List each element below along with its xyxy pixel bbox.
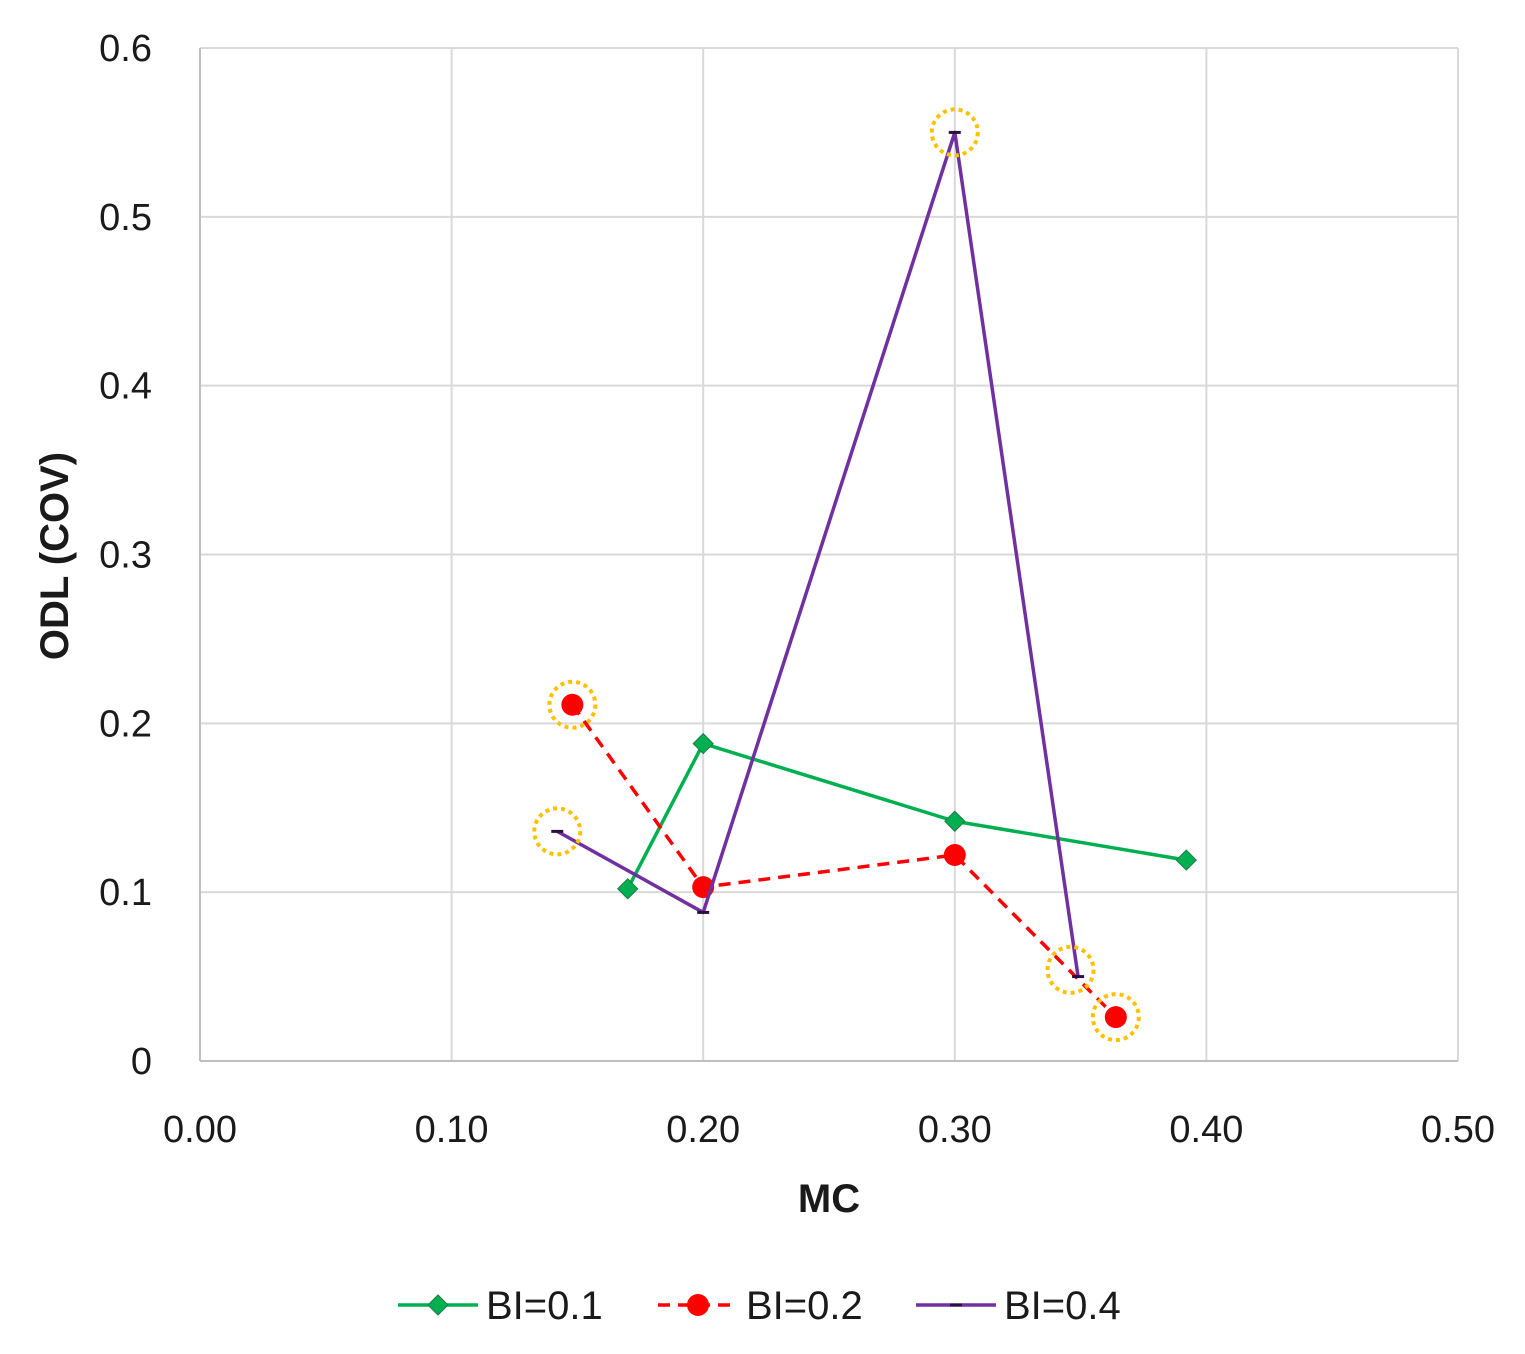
series-line <box>570 703 1118 1019</box>
x-tick-label: 0.40 <box>1169 1109 1243 1151</box>
highlight-ring <box>1045 944 1096 995</box>
legend-label: BI=0.4 <box>1004 1284 1121 1328</box>
legend: BI=0.1 BI=0.2 BI=0.4 <box>398 1284 1121 1328</box>
highlight-ring <box>929 107 980 158</box>
series-line <box>556 130 1080 977</box>
axes <box>199 48 1458 1062</box>
y-tick-label: 0.4 <box>99 366 152 408</box>
series-layer <box>551 130 1197 1029</box>
data-point <box>1104 1006 1127 1029</box>
data-point <box>944 810 966 832</box>
grid <box>200 47 1459 1061</box>
highlight-ring <box>547 679 598 730</box>
series-3 <box>551 130 1085 979</box>
legend-item: BI=0.2 <box>658 1284 863 1328</box>
x-tick-label: 0.10 <box>415 1109 489 1151</box>
x-tick-label: 0.30 <box>918 1109 992 1151</box>
series-1 <box>617 732 1197 900</box>
data-point <box>561 693 584 716</box>
y-tick-label: 0.3 <box>99 535 152 577</box>
legend-item: BI=0.4 <box>916 1284 1121 1328</box>
x-tick-label: 0.00 <box>163 1109 237 1151</box>
series-line <box>626 741 1187 890</box>
y-tick-label: 0.6 <box>99 28 152 70</box>
x-tick-label: 0.20 <box>666 1109 740 1151</box>
y-tick-label: 0.1 <box>99 872 152 914</box>
legend-marker <box>687 1294 709 1316</box>
data-point <box>617 878 639 900</box>
legend-label: BI=0.1 <box>486 1284 603 1328</box>
tick-labels: 0.00 0.10 0.20 0.30 0.40 0.50 0 0.1 0.2 0.3 0.4 0.5… <box>99 28 1495 1151</box>
highlight-layer <box>532 107 1141 1043</box>
x-tick-label: 0.50 <box>1421 1109 1495 1151</box>
data-point <box>1175 849 1197 871</box>
y-tick-label: 0.5 <box>99 197 152 239</box>
y-axis-title: ODL (COV) <box>33 452 77 660</box>
legend-item: BI=0.1 <box>398 1284 603 1328</box>
highlight-ring <box>1090 992 1141 1043</box>
x-axis-title: MC <box>798 1177 860 1221</box>
legend-marker <box>427 1294 449 1316</box>
legend-label: BI=0.2 <box>746 1284 863 1328</box>
series-2 <box>561 693 1127 1029</box>
y-tick-label: 0 <box>131 1041 152 1083</box>
highlight-ring <box>532 806 583 857</box>
data-point <box>943 844 966 867</box>
y-tick-label: 0.2 <box>99 703 152 745</box>
data-point <box>692 732 714 755</box>
